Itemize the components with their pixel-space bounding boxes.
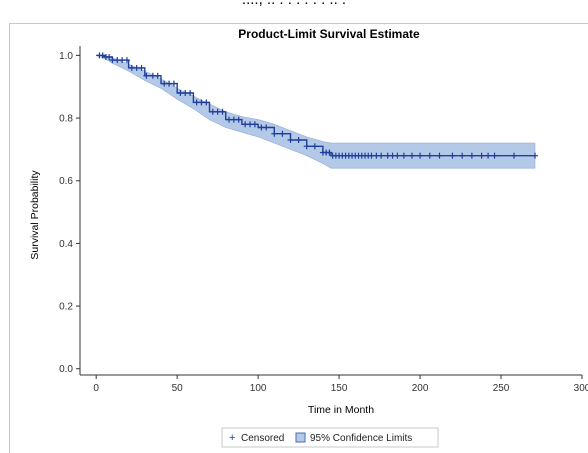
censored-marker (263, 124, 270, 131)
y-tick-label: 0.0 (59, 364, 73, 375)
censored-marker (295, 137, 302, 143)
censored-marker (400, 152, 407, 159)
censored-marker (436, 152, 443, 159)
chart-title: Product-Limit Survival Estimate (238, 27, 420, 41)
censored-marker (203, 99, 210, 106)
legend: + Censored 95% Confidence Limits (221, 427, 439, 448)
censored-marker (235, 116, 242, 123)
censored-marker (478, 152, 485, 159)
y-tick-label: 0.6 (59, 176, 73, 187)
legend-confidence-swatch (295, 432, 306, 443)
y-tick-label: 0.8 (59, 114, 73, 125)
legend-censored-marker: + (229, 432, 235, 444)
cropped-caption-text: ...., .. . . . . . . .. . (0, 0, 588, 11)
confidence-band-layer (96, 55, 536, 169)
censored-marker (394, 152, 401, 159)
censored-marker (271, 130, 278, 137)
x-tick-label: 50 (172, 383, 184, 394)
y-tick-label: 1.0 (59, 51, 73, 62)
censored-marker (491, 152, 498, 159)
legend-censored-label: Censored (241, 433, 284, 444)
censored-marker (219, 108, 226, 115)
y-tick-label: 0.2 (59, 302, 73, 313)
censored-marker (417, 152, 424, 159)
x-tick-label: 300 (574, 383, 588, 394)
censored-marker (170, 80, 177, 87)
censored-marker (532, 152, 539, 159)
censored-marker (311, 143, 318, 150)
y-tick-label: 0.4 (59, 239, 73, 250)
censored-marker (187, 90, 194, 96)
censored-marker (143, 72, 150, 79)
x-tick-label: 250 (493, 383, 510, 394)
x-tick-label: 150 (331, 383, 348, 394)
censored-marker (485, 152, 492, 159)
y-ticks: 0.0 0.2 0.4 0.6 0.8 1.0 (59, 51, 80, 375)
censored-markers-layer (96, 52, 539, 159)
x-axis-label: Time in Month (308, 404, 374, 416)
legend-confidence-label: 95% Confidence Limits (310, 433, 412, 444)
x-tick-label: 100 (250, 383, 267, 394)
censored-marker (287, 137, 294, 143)
censored-marker (303, 143, 310, 150)
censored-marker (279, 130, 286, 137)
censored-marker (408, 152, 415, 159)
censored-marker (251, 121, 258, 128)
censored-marker (138, 64, 145, 71)
censored-marker (459, 152, 466, 159)
censored-marker (326, 149, 333, 156)
legend-box (221, 427, 439, 448)
x-tick-label: 200 (412, 383, 429, 394)
confidence-band (96, 55, 536, 169)
censored-marker (106, 53, 113, 60)
censored-marker (123, 57, 130, 64)
censored-marker (468, 152, 475, 159)
censored-marker (378, 152, 385, 159)
censored-marker (510, 152, 517, 159)
y-axis-label: Survival Probability (29, 170, 41, 260)
x-ticks: 0 50 100 150 200 250 300 (93, 375, 588, 394)
chart-frame (9, 23, 588, 453)
censored-marker (154, 72, 161, 79)
censored-marker (426, 152, 433, 159)
x-tick-label: 0 (93, 383, 99, 394)
axes (79, 46, 582, 376)
censored-marker (99, 52, 106, 59)
censored-marker (449, 152, 456, 159)
